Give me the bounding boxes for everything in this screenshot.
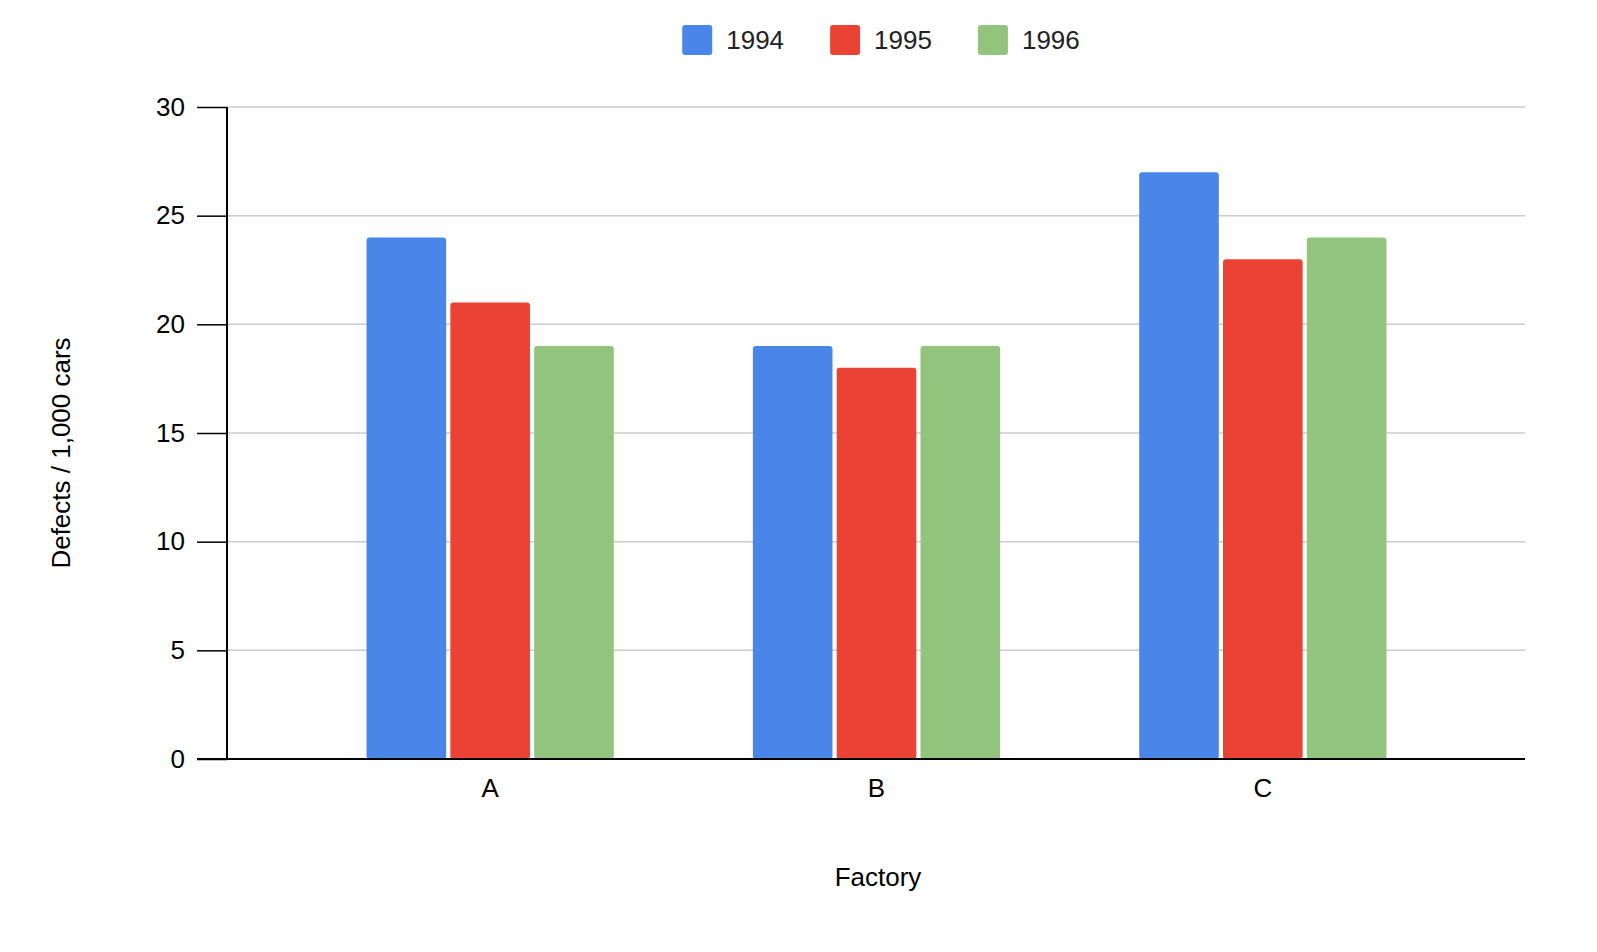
bar <box>534 346 614 759</box>
y-tick-mark <box>197 541 227 543</box>
bar <box>367 237 447 759</box>
bar <box>753 346 833 759</box>
y-tick: 10 <box>156 526 227 556</box>
grid <box>227 107 1525 759</box>
legend-item: 1995 <box>830 25 932 55</box>
legend-label: 1994 <box>726 25 784 55</box>
x-axis-line <box>197 758 1525 760</box>
bar <box>921 346 1001 759</box>
legend-swatch <box>978 25 1008 55</box>
legend-item: 1994 <box>682 25 784 55</box>
y-tick: 5 <box>171 635 227 665</box>
y-tick-mark <box>197 650 227 652</box>
y-tick: 30 <box>156 92 227 122</box>
bar <box>837 368 917 759</box>
y-tick: 15 <box>156 418 227 448</box>
bar <box>1223 259 1303 759</box>
bar <box>1139 172 1219 759</box>
x-tick-label: B <box>868 773 885 803</box>
y-tick-mark <box>197 107 227 109</box>
x-tick-label: A <box>481 773 499 803</box>
y-tick: 20 <box>156 309 227 339</box>
legend-swatch <box>682 25 712 55</box>
legend-label: 1995 <box>874 25 932 55</box>
y-tick-mark <box>197 324 227 326</box>
y-axis-title: Defects / 1,000 cars <box>46 337 76 568</box>
legend-swatch <box>830 25 860 55</box>
y-tick-label: 15 <box>156 418 185 448</box>
bar-series <box>450 259 1302 759</box>
y-tick-mark <box>197 433 227 435</box>
x-tick: A <box>481 759 499 803</box>
bar-series <box>534 237 1386 759</box>
legend-item: 1996 <box>978 25 1080 55</box>
y-tick-label: 10 <box>156 526 185 556</box>
y-tick-mark <box>197 215 227 217</box>
y-tick-label: 30 <box>156 92 185 122</box>
grid-line <box>227 106 1525 108</box>
bars <box>367 172 1387 759</box>
bar <box>1307 237 1387 759</box>
x-tick-label: C <box>1253 773 1272 803</box>
x-tick: C <box>1253 759 1272 803</box>
x-tick: B <box>868 759 885 803</box>
y-tick-label: 20 <box>156 309 185 339</box>
bar <box>450 303 530 759</box>
x-axis-title: Factory <box>835 862 922 892</box>
y-tick-label: 0 <box>171 744 185 774</box>
chart: 0 5 10 15 20 25 30 A B C Factory Defects / 1,000 ca… <box>0 0 1597 952</box>
legend: 1994 1995 1996 <box>682 25 1080 55</box>
y-axis: 0 5 10 15 20 25 30 <box>156 92 227 774</box>
legend-label: 1996 <box>1022 25 1080 55</box>
y-tick-label: 25 <box>156 200 185 230</box>
y-tick: 25 <box>156 200 227 230</box>
x-axis: A B C <box>197 759 1525 803</box>
bar-series <box>367 172 1219 759</box>
y-tick-label: 5 <box>171 635 185 665</box>
grid-line <box>227 215 1525 217</box>
